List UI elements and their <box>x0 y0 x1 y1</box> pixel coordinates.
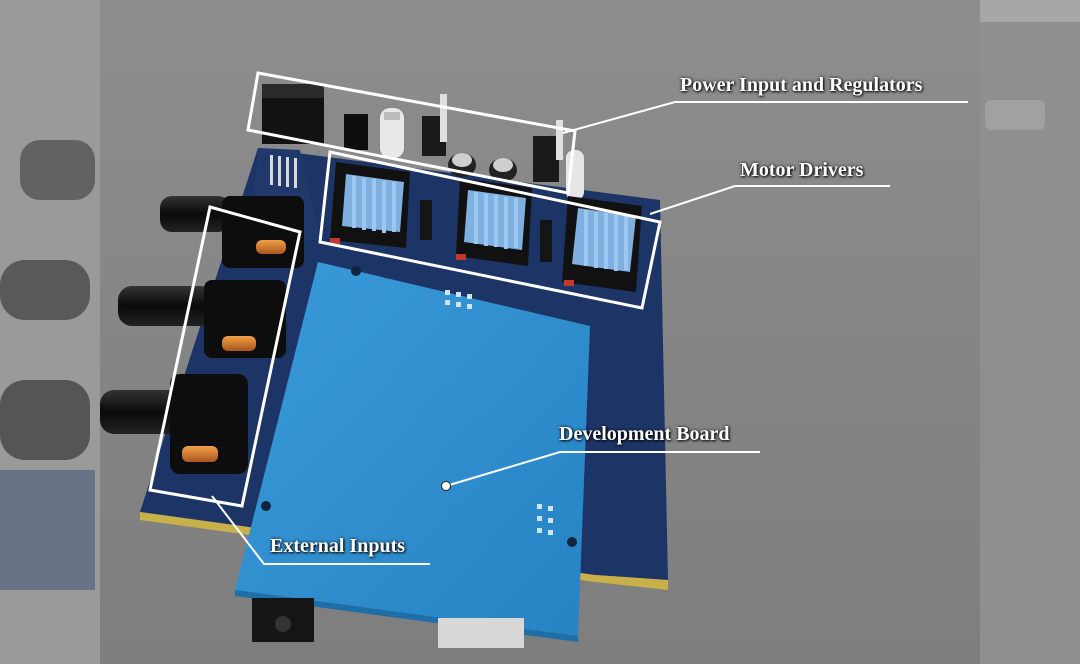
right-blur-panel <box>980 0 1080 664</box>
motor-box <box>318 150 662 310</box>
motor-leader <box>649 185 890 215</box>
label-external-inputs: External Inputs <box>270 535 406 557</box>
power-components <box>262 84 584 200</box>
dev-leader <box>445 451 760 487</box>
dev-board-marker <box>441 481 451 491</box>
external-input-knobs <box>100 196 304 474</box>
knob-shaft-2 <box>118 286 214 326</box>
knob-shaft-3 <box>100 390 188 434</box>
power-leader <box>562 101 968 134</box>
header-pins <box>270 155 297 188</box>
driver-3 <box>562 196 642 292</box>
inputs-box <box>148 205 302 508</box>
motor-drivers <box>330 162 642 292</box>
usb-port <box>438 618 524 648</box>
copper-coil-1 <box>256 240 286 254</box>
label-motor-drivers: Motor Drivers <box>740 159 864 181</box>
left-blur-panel <box>0 0 100 664</box>
label-development-board: Development Board <box>559 423 730 445</box>
label-power-input: Power Input and Regulators <box>680 74 923 96</box>
driver-2 <box>456 178 532 266</box>
driver-1 <box>330 162 410 248</box>
copper-coil-2 <box>222 336 256 351</box>
voltage-regulator <box>344 114 368 150</box>
power-box <box>246 71 577 195</box>
knob-shaft-1 <box>160 196 230 232</box>
copper-coil-3 <box>182 446 218 462</box>
leader-lines <box>211 101 968 565</box>
ext-leader <box>211 495 430 565</box>
annotation-boxes <box>148 71 662 508</box>
